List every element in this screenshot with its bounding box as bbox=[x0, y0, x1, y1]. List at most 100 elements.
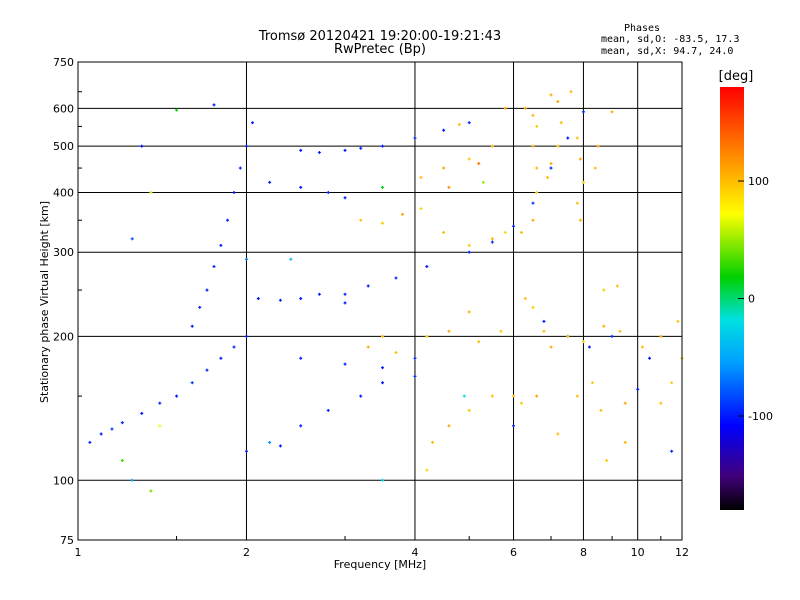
data-point bbox=[299, 424, 303, 428]
data-points bbox=[88, 90, 684, 493]
data-point bbox=[244, 334, 248, 338]
data-point bbox=[457, 123, 461, 127]
data-point bbox=[590, 381, 594, 385]
y-tick-label: 75 bbox=[60, 534, 74, 547]
data-point bbox=[268, 440, 272, 444]
y-tick-label: 200 bbox=[53, 330, 74, 343]
data-point bbox=[413, 136, 417, 140]
data-point bbox=[623, 401, 627, 405]
data-point bbox=[531, 144, 535, 148]
data-point bbox=[569, 90, 573, 94]
data-point bbox=[268, 180, 272, 184]
data-point bbox=[556, 100, 560, 104]
data-point bbox=[640, 345, 644, 349]
data-point bbox=[512, 424, 516, 428]
data-point bbox=[175, 108, 179, 112]
data-point bbox=[425, 334, 429, 338]
data-point bbox=[381, 221, 385, 225]
x-tick-label: 2 bbox=[243, 546, 250, 559]
data-point bbox=[205, 368, 209, 372]
data-point bbox=[158, 424, 162, 428]
data-point bbox=[110, 427, 114, 431]
colorbar-ticks: 100 0 -100 bbox=[738, 175, 773, 423]
data-point bbox=[535, 190, 539, 194]
data-point bbox=[400, 212, 404, 216]
data-point bbox=[549, 166, 553, 170]
data-point bbox=[512, 224, 516, 228]
data-point bbox=[531, 201, 535, 205]
data-point bbox=[130, 237, 134, 241]
data-point bbox=[531, 113, 535, 117]
data-point bbox=[149, 190, 153, 194]
data-point bbox=[490, 144, 494, 148]
x-axis: 1 2 4 6 8 10 12 bbox=[75, 536, 689, 559]
data-point bbox=[575, 201, 579, 205]
data-point bbox=[190, 324, 194, 328]
data-point bbox=[618, 329, 622, 333]
data-point bbox=[99, 432, 103, 436]
data-point bbox=[232, 190, 236, 194]
data-point bbox=[519, 230, 523, 234]
x-tick-label: 1 bbox=[75, 546, 82, 559]
data-point bbox=[244, 144, 248, 148]
x-tick-label: 10 bbox=[631, 546, 645, 559]
data-point bbox=[490, 240, 494, 244]
chart-title: Tromsø 20120421 19:20:00-19:21:43 bbox=[258, 29, 501, 44]
data-point bbox=[549, 345, 553, 349]
data-point bbox=[381, 366, 385, 370]
data-point bbox=[490, 394, 494, 398]
data-point bbox=[542, 319, 546, 323]
data-point bbox=[670, 381, 674, 385]
data-point bbox=[556, 432, 560, 436]
chart-subtitle: RwPretec (Bp) bbox=[334, 42, 426, 57]
data-point bbox=[278, 444, 282, 448]
data-point bbox=[556, 144, 560, 148]
data-point bbox=[481, 180, 485, 184]
data-point bbox=[490, 237, 494, 241]
data-point bbox=[219, 356, 223, 360]
data-point bbox=[578, 218, 582, 222]
data-point bbox=[381, 381, 385, 385]
data-point bbox=[581, 110, 585, 114]
phase-box-line1: mean, sd,O: -83.5, 17.3 bbox=[601, 34, 739, 45]
data-point bbox=[605, 458, 609, 462]
data-point bbox=[467, 250, 471, 254]
data-point bbox=[587, 345, 591, 349]
data-point bbox=[212, 265, 216, 269]
data-point bbox=[256, 297, 260, 301]
data-point bbox=[559, 121, 563, 125]
data-point bbox=[676, 319, 680, 323]
data-point bbox=[244, 257, 248, 261]
data-point bbox=[623, 440, 627, 444]
y-tick-label: 300 bbox=[53, 246, 74, 259]
data-point bbox=[512, 394, 516, 398]
data-point bbox=[467, 310, 471, 314]
data-point bbox=[120, 421, 124, 425]
data-point bbox=[140, 144, 144, 148]
data-point bbox=[158, 401, 162, 405]
data-point bbox=[317, 150, 321, 154]
y-tick-label: 600 bbox=[53, 102, 74, 115]
grid bbox=[78, 62, 682, 540]
data-point bbox=[359, 218, 363, 222]
colorbar-tick-label: -100 bbox=[748, 410, 773, 423]
data-point bbox=[413, 374, 417, 378]
data-point bbox=[419, 207, 423, 211]
data-point bbox=[431, 440, 435, 444]
colorbar-label: [deg] bbox=[719, 69, 754, 84]
data-point bbox=[477, 161, 481, 165]
data-point bbox=[599, 408, 603, 412]
data-point bbox=[535, 124, 539, 128]
data-point bbox=[596, 144, 600, 148]
plot-frame bbox=[77, 61, 683, 541]
data-point bbox=[381, 334, 385, 338]
data-point bbox=[581, 180, 585, 184]
data-point bbox=[130, 478, 134, 482]
data-point bbox=[120, 458, 124, 462]
data-point bbox=[394, 351, 398, 355]
data-point bbox=[531, 305, 535, 309]
x-tick-label: 12 bbox=[675, 546, 689, 559]
data-point bbox=[343, 196, 347, 200]
colorbar-tick-label: 100 bbox=[748, 175, 769, 188]
